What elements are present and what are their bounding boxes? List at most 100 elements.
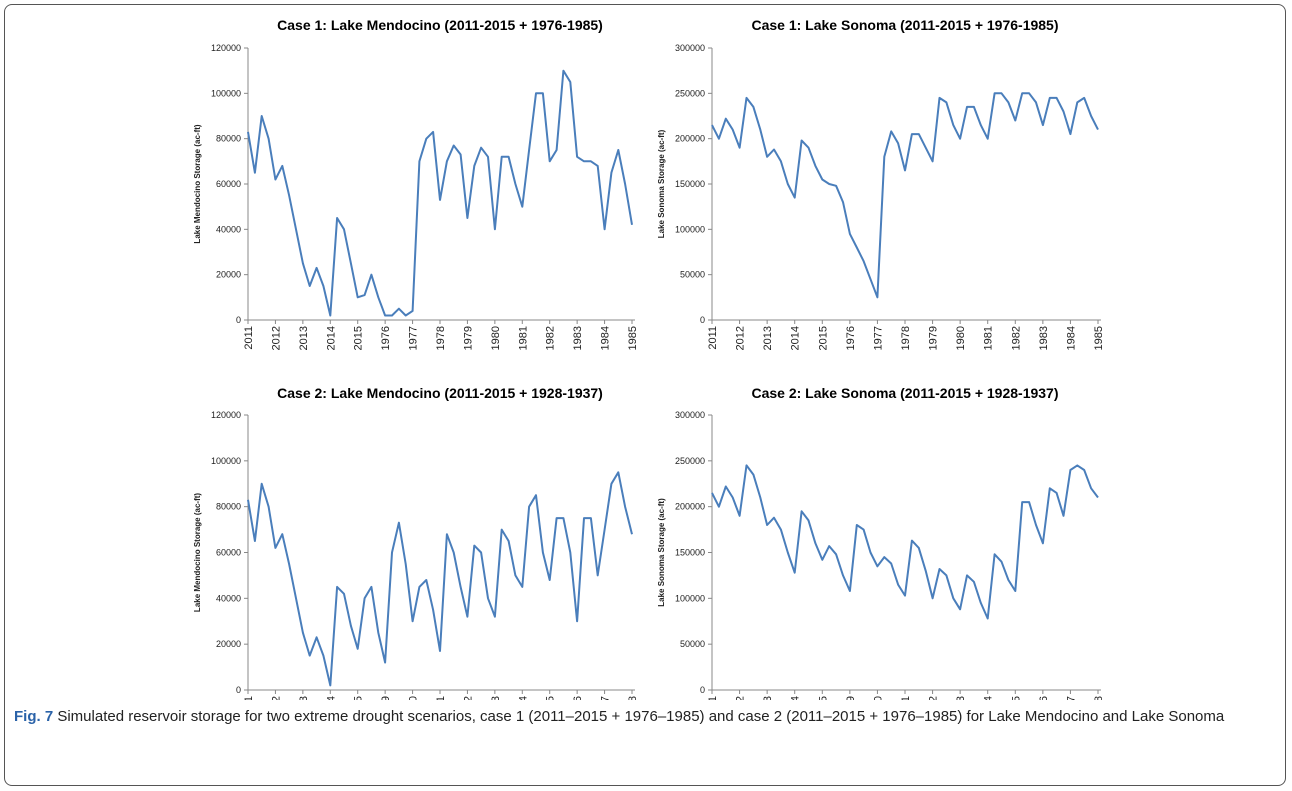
y-axis-label: Lake Mendocino Storage (ac-ft): [193, 124, 202, 243]
y-tick-label: 100000: [675, 224, 705, 234]
x-tick-label: 1977: [408, 326, 420, 350]
x-tick-label: 2013: [298, 326, 310, 350]
y-tick-label: 200000: [675, 134, 705, 144]
chart-panel: Case 2: Lake Sonoma (2011-2015 + 1928-19…: [657, 385, 1105, 700]
chart-title: Case 2: Lake Sonoma (2011-2015 + 1928-19…: [751, 385, 1058, 401]
x-tick-label: 1980: [955, 326, 967, 350]
x-tick-label: 2014: [325, 696, 337, 700]
y-tick-label: 60000: [216, 179, 241, 189]
x-tick-label: 1934: [983, 696, 995, 700]
data-line: [247, 69, 633, 317]
x-tick-label: 1982: [1010, 326, 1022, 350]
y-tick-label: 0: [700, 315, 705, 325]
x-tick-label: 2013: [298, 696, 310, 700]
x-tick-label: 2015: [353, 696, 365, 700]
x-tick-label: 1930: [408, 696, 420, 700]
x-tick-label: 2014: [325, 326, 337, 350]
x-tick-label: 1985: [627, 326, 639, 350]
y-tick-label: 150000: [675, 548, 705, 558]
data-line: [711, 92, 1099, 299]
x-tick-label: 2011: [707, 696, 719, 700]
data-line: [247, 471, 633, 687]
x-tick-label: 1982: [545, 326, 557, 350]
x-tick-label: 1929: [380, 696, 392, 700]
data-line: [711, 464, 1099, 620]
x-tick-label: 2012: [735, 326, 747, 350]
chart-panel: Case 1: Lake Mendocino (2011-2015 + 1976…: [193, 17, 639, 350]
figure-frame: [4, 4, 1286, 786]
x-tick-label: 1981: [983, 326, 995, 350]
chart-panel: Case 2: Lake Mendocino (2011-2015 + 1928…: [193, 385, 639, 700]
x-tick-label: 2014: [790, 326, 802, 350]
chart-title: Case 1: Lake Sonoma (2011-2015 + 1976-19…: [751, 17, 1058, 33]
x-tick-label: 1932: [928, 696, 940, 700]
x-tick-label: 1933: [490, 696, 502, 700]
y-tick-label: 60000: [216, 548, 241, 558]
y-tick-label: 40000: [216, 224, 241, 234]
x-tick-label: 2015: [817, 326, 829, 350]
x-tick-label: 2012: [270, 326, 282, 350]
y-tick-label: 0: [236, 685, 241, 695]
x-tick-label: 1937: [600, 696, 612, 700]
caption-text: Simulated reservoir storage for two extr…: [57, 708, 1225, 725]
x-tick-label: 1936: [1038, 696, 1050, 700]
y-axis-label: Lake Mendocino Storage (ac-ft): [193, 493, 202, 612]
x-tick-label: 1985: [1093, 326, 1105, 350]
x-tick-label: 1978: [435, 326, 447, 350]
x-tick-label: 1938: [1093, 696, 1105, 700]
x-tick-label: 1976: [380, 326, 392, 350]
y-tick-label: 50000: [680, 270, 705, 280]
x-tick-label: 1976: [845, 326, 857, 350]
y-tick-label: 250000: [675, 88, 705, 98]
x-tick-label: 1934: [517, 696, 529, 700]
y-tick-label: 150000: [675, 179, 705, 189]
x-tick-label: 2011: [707, 326, 719, 350]
y-tick-label: 100000: [211, 456, 241, 466]
chart-grid: Case 1: Lake Mendocino (2011-2015 + 1976…: [193, 17, 1105, 700]
chart-title: Case 1: Lake Mendocino (2011-2015 + 1976…: [277, 17, 603, 33]
x-tick-label: 1931: [900, 696, 912, 700]
x-tick-label: 2011: [243, 696, 255, 700]
caption-label: Fig. 7: [14, 708, 54, 725]
x-tick-label: 1938: [627, 696, 639, 700]
y-tick-label: 100000: [675, 593, 705, 603]
x-tick-label: 1935: [1010, 696, 1022, 700]
x-tick-label: 2012: [735, 696, 747, 700]
x-tick-label: 1931: [435, 696, 447, 700]
x-tick-label: 2013: [762, 696, 774, 700]
x-tick-label: 1984: [600, 326, 612, 350]
x-tick-label: 1980: [490, 326, 502, 350]
y-tick-label: 250000: [675, 456, 705, 466]
x-tick-label: 1930: [872, 696, 884, 700]
x-tick-label: 2011: [243, 326, 255, 350]
y-tick-label: 80000: [216, 502, 241, 512]
x-tick-label: 2012: [270, 696, 282, 700]
y-tick-label: 100000: [211, 88, 241, 98]
x-tick-label: 1935: [545, 696, 557, 700]
x-tick-label: 1981: [517, 326, 529, 350]
y-tick-label: 0: [236, 315, 241, 325]
y-tick-label: 120000: [211, 43, 241, 53]
y-tick-label: 200000: [675, 502, 705, 512]
x-tick-label: 1936: [572, 696, 584, 700]
y-tick-label: 0: [700, 685, 705, 695]
x-tick-label: 1937: [1065, 696, 1077, 700]
x-tick-label: 2013: [762, 326, 774, 350]
y-tick-label: 40000: [216, 593, 241, 603]
x-tick-label: 1979: [462, 326, 474, 350]
x-tick-label: 2015: [353, 326, 365, 350]
chart-panel: Case 1: Lake Sonoma (2011-2015 + 1976-19…: [657, 17, 1105, 350]
x-tick-label: 1929: [845, 696, 857, 700]
figure-caption: Fig. 7 Simulated reservoir storage for t…: [14, 706, 1276, 727]
x-tick-label: 1978: [900, 326, 912, 350]
y-tick-label: 300000: [675, 43, 705, 53]
y-tick-label: 300000: [675, 410, 705, 420]
x-tick-label: 1983: [572, 326, 584, 350]
x-tick-label: 2014: [790, 696, 802, 700]
y-axis-label: Lake Sonoma Storage (ac-ft): [657, 129, 666, 238]
y-axis-label: Lake Sonoma Storage (ac-ft): [657, 498, 666, 607]
x-tick-label: 2015: [817, 696, 829, 700]
x-tick-label: 1983: [1038, 326, 1050, 350]
x-tick-label: 1984: [1065, 326, 1077, 350]
